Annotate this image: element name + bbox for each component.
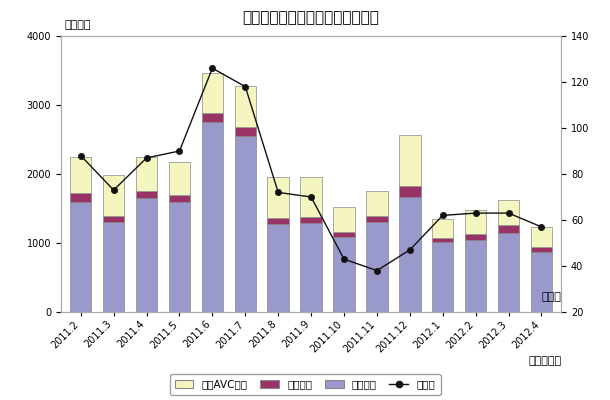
Bar: [202, 122, 223, 312]
Bar: [235, 127, 256, 136]
Bar: [70, 193, 92, 202]
Bar: [465, 240, 486, 312]
Bar: [235, 136, 256, 312]
Bar: [268, 178, 289, 218]
Bar: [70, 202, 92, 312]
Text: 〈％〉: 〈％〉: [541, 292, 561, 302]
Bar: [366, 216, 387, 222]
Bar: [169, 202, 190, 312]
Bar: [300, 218, 322, 223]
Bar: [70, 157, 92, 193]
Bar: [235, 86, 256, 127]
Bar: [136, 190, 157, 198]
Bar: [268, 218, 289, 224]
Bar: [531, 247, 552, 252]
Bar: [169, 162, 190, 195]
Bar: [333, 208, 354, 232]
Bar: [169, 195, 190, 202]
Bar: [202, 73, 223, 113]
Bar: [465, 210, 486, 234]
X-axis label: （年・月）: （年・月）: [528, 356, 561, 366]
Bar: [136, 198, 157, 312]
Bar: [103, 222, 124, 312]
Bar: [465, 234, 486, 240]
Legend: カーAVC機器, 音声機器, 映像機器, 前年比: カーAVC機器, 音声機器, 映像機器, 前年比: [170, 374, 440, 395]
Bar: [366, 222, 387, 312]
Bar: [498, 233, 519, 312]
Title: 民生用電子機器国内出荷金額推移: 民生用電子機器国内出荷金額推移: [243, 10, 379, 25]
Bar: [268, 224, 289, 312]
Bar: [432, 218, 453, 238]
Bar: [531, 252, 552, 312]
Bar: [432, 238, 453, 242]
Bar: [333, 232, 354, 237]
Text: 〈億円〉: 〈億円〉: [64, 20, 91, 30]
Bar: [300, 223, 322, 312]
Bar: [103, 216, 124, 222]
Bar: [399, 186, 420, 197]
Bar: [202, 113, 223, 122]
Bar: [531, 228, 552, 247]
Bar: [136, 157, 157, 190]
Bar: [498, 225, 519, 233]
Bar: [399, 135, 420, 186]
Bar: [498, 200, 519, 225]
Bar: [333, 237, 354, 312]
Bar: [103, 175, 124, 216]
Bar: [366, 191, 387, 216]
Bar: [399, 197, 420, 312]
Bar: [300, 177, 322, 218]
Bar: [432, 242, 453, 312]
